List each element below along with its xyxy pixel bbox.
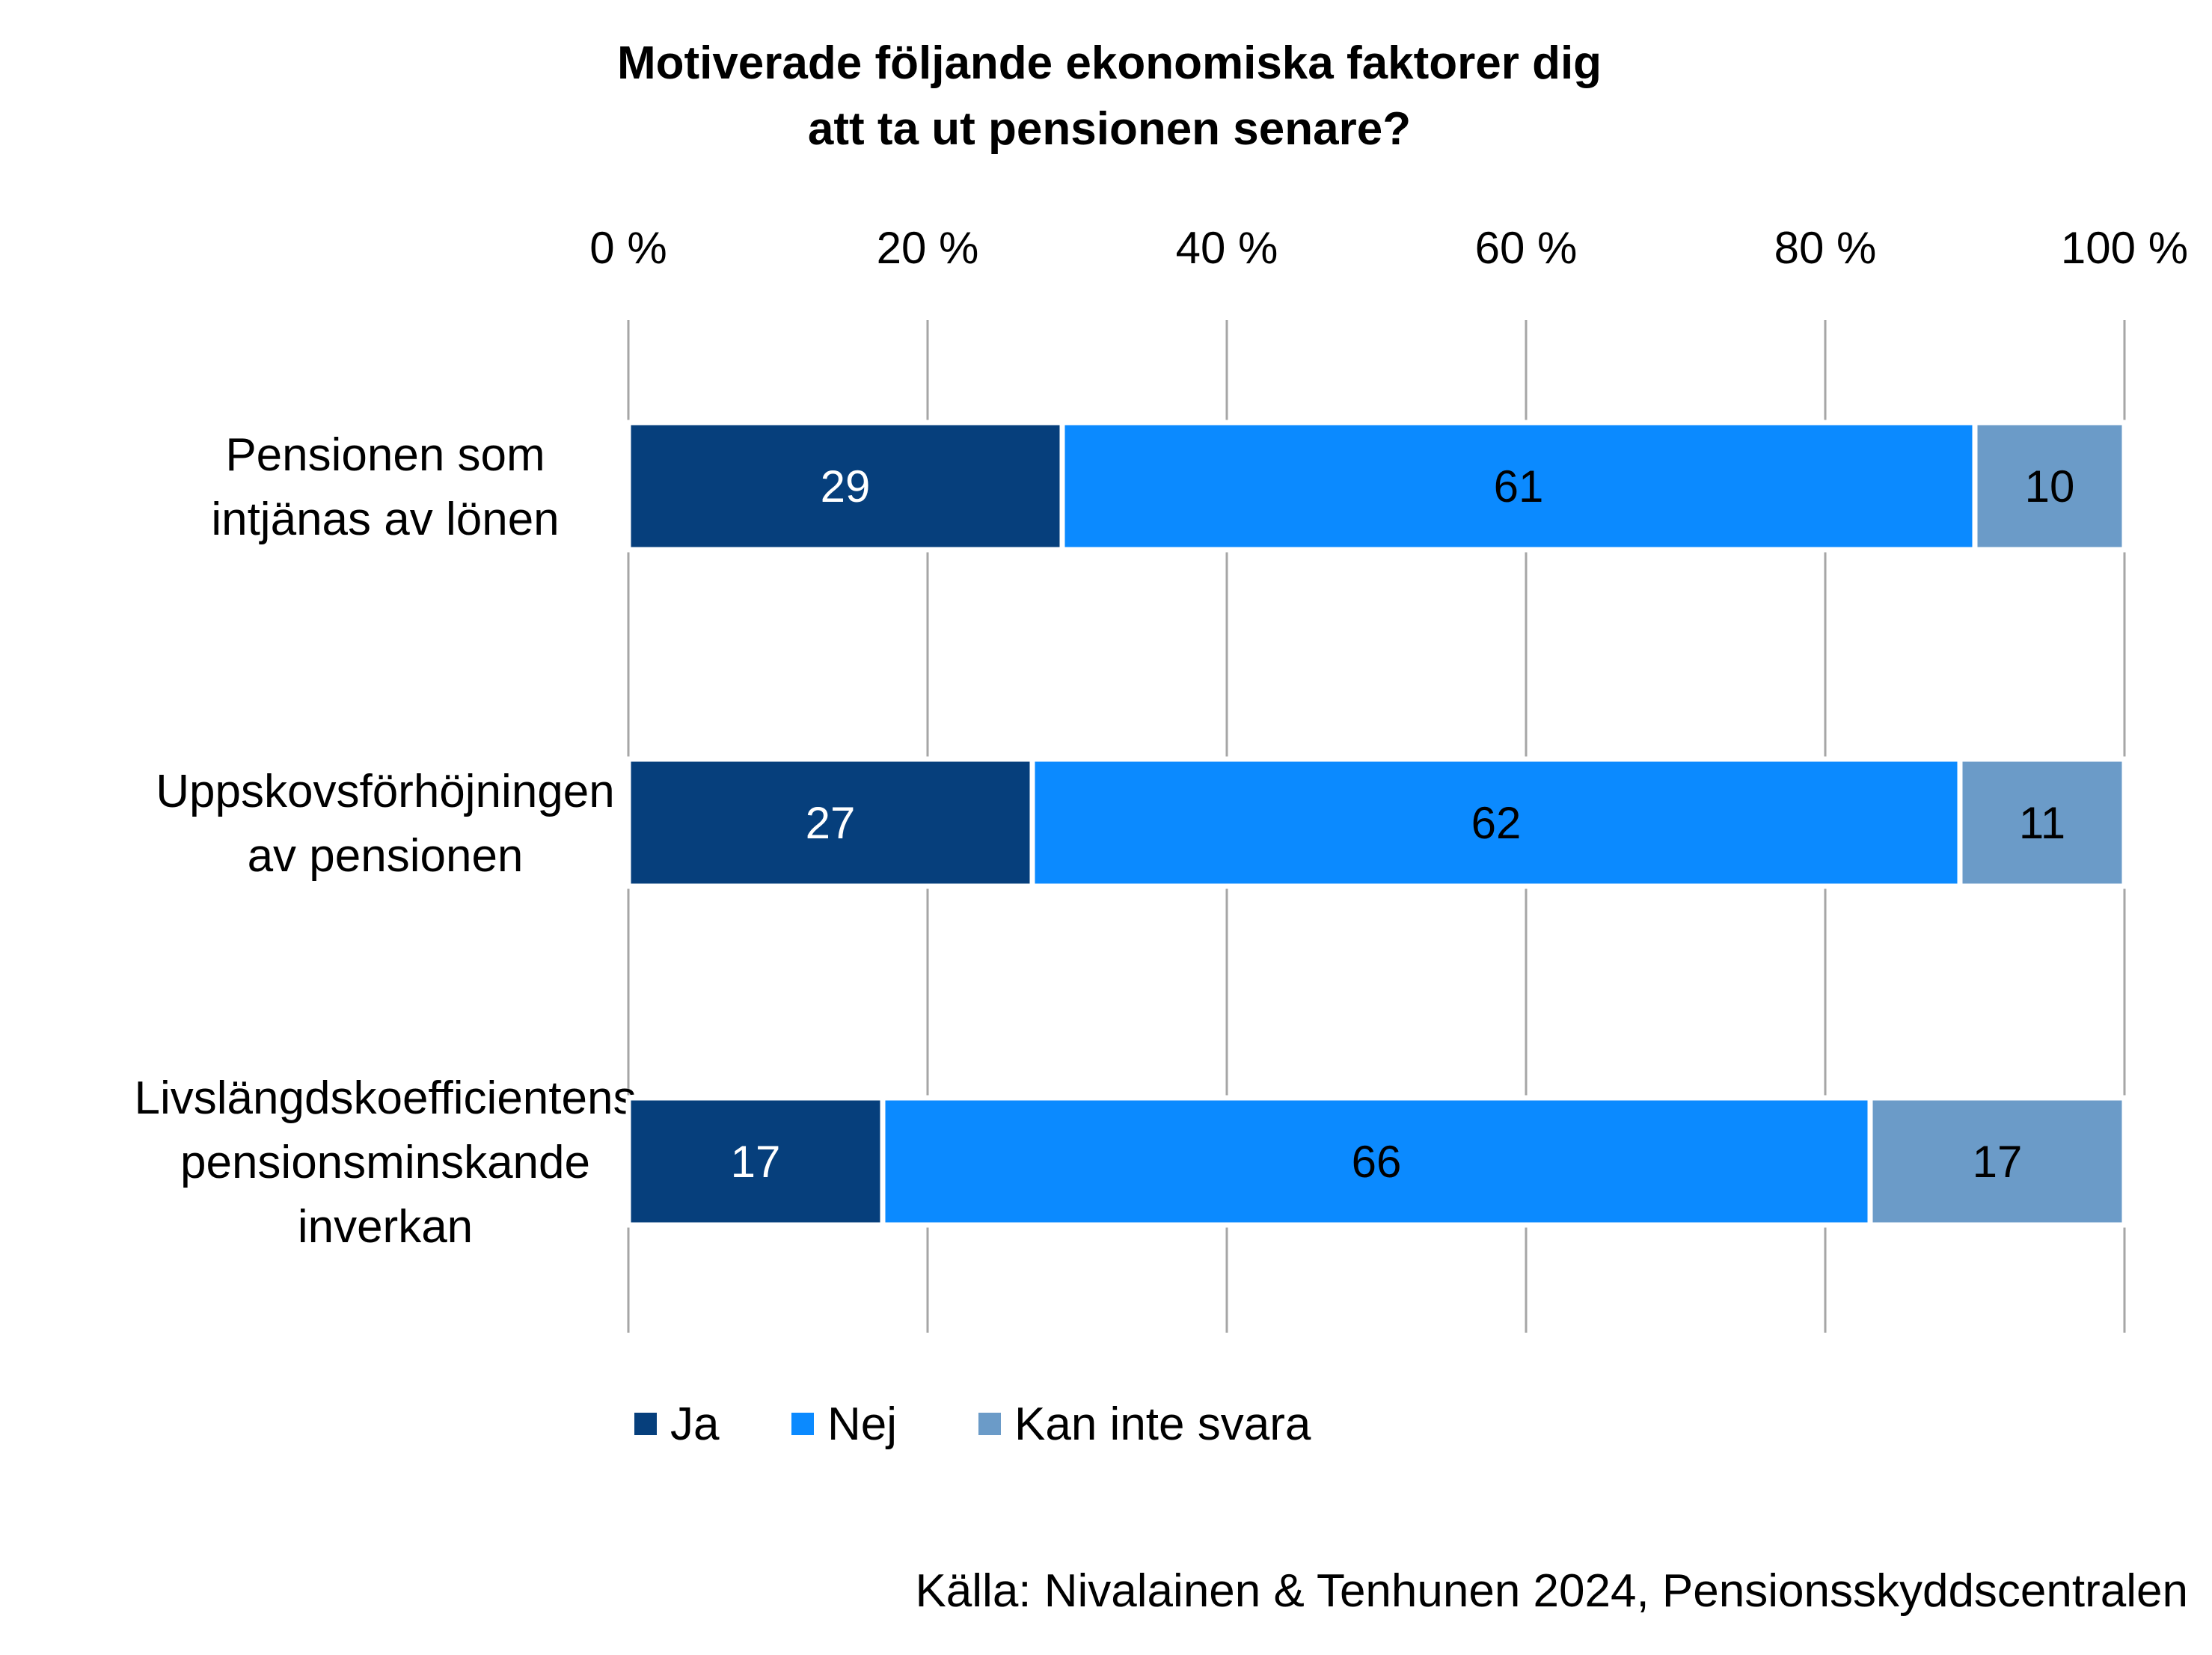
data-label: 27 [806,798,856,848]
data-label: 61 [1494,461,1544,512]
x-tick-label: 60 % [1475,223,1578,273]
legend-swatch [791,1413,814,1435]
data-label: 11 [2019,798,2065,848]
category-label: intjänas av lönen [211,494,559,545]
category-label: Pensionen som [225,429,545,481]
category-label: Uppskovsförhöjningen [156,766,615,817]
chart-title-line: att ta ut pensionen senare? [808,103,1411,155]
data-label: 29 [821,461,871,512]
legend-label: Nej [827,1398,897,1450]
bar-segment-ja [625,1095,886,1228]
chart-title-line: Motiverade följande ekonomiska faktorer … [617,37,1602,89]
legend-swatch [978,1413,1001,1435]
category-label: Livslängdskoefficientens [135,1072,637,1124]
category-label: pensionsminskande [180,1137,590,1188]
x-tick-label: 100 % [2061,223,2188,273]
category-label: inverkan [298,1201,473,1253]
bar-segment-nej [880,1095,1873,1228]
x-tick-label: 20 % [877,223,979,273]
data-label: 17 [1973,1137,2023,1187]
x-tick-label: 80 % [1774,223,1877,273]
data-label: 62 [1471,798,1522,848]
category-label: av pensionen [248,830,524,882]
bar-segment-kan-inte-svara [1972,420,2127,553]
data-label: 10 [2025,461,2075,512]
data-label: 17 [731,1137,781,1187]
bar-segment-ja [625,756,1035,889]
bar-segment-ja [625,420,1065,553]
x-tick-label: 0 % [589,223,667,273]
x-tick-label: 40 % [1176,223,1278,273]
data-label: 66 [1352,1137,1402,1187]
legend-swatch [634,1413,657,1435]
bar-segment-kan-inte-svara [1867,1095,2127,1228]
source-note: Källa: Nivalainen & Tenhunen 2024, Pensi… [915,1565,2188,1617]
legend-label: Kan inte svara [1014,1398,1311,1450]
bar-segment-nej [1029,756,1963,889]
bar-segment-kan-inte-svara [1957,756,2127,889]
legend-label: Ja [670,1398,720,1450]
